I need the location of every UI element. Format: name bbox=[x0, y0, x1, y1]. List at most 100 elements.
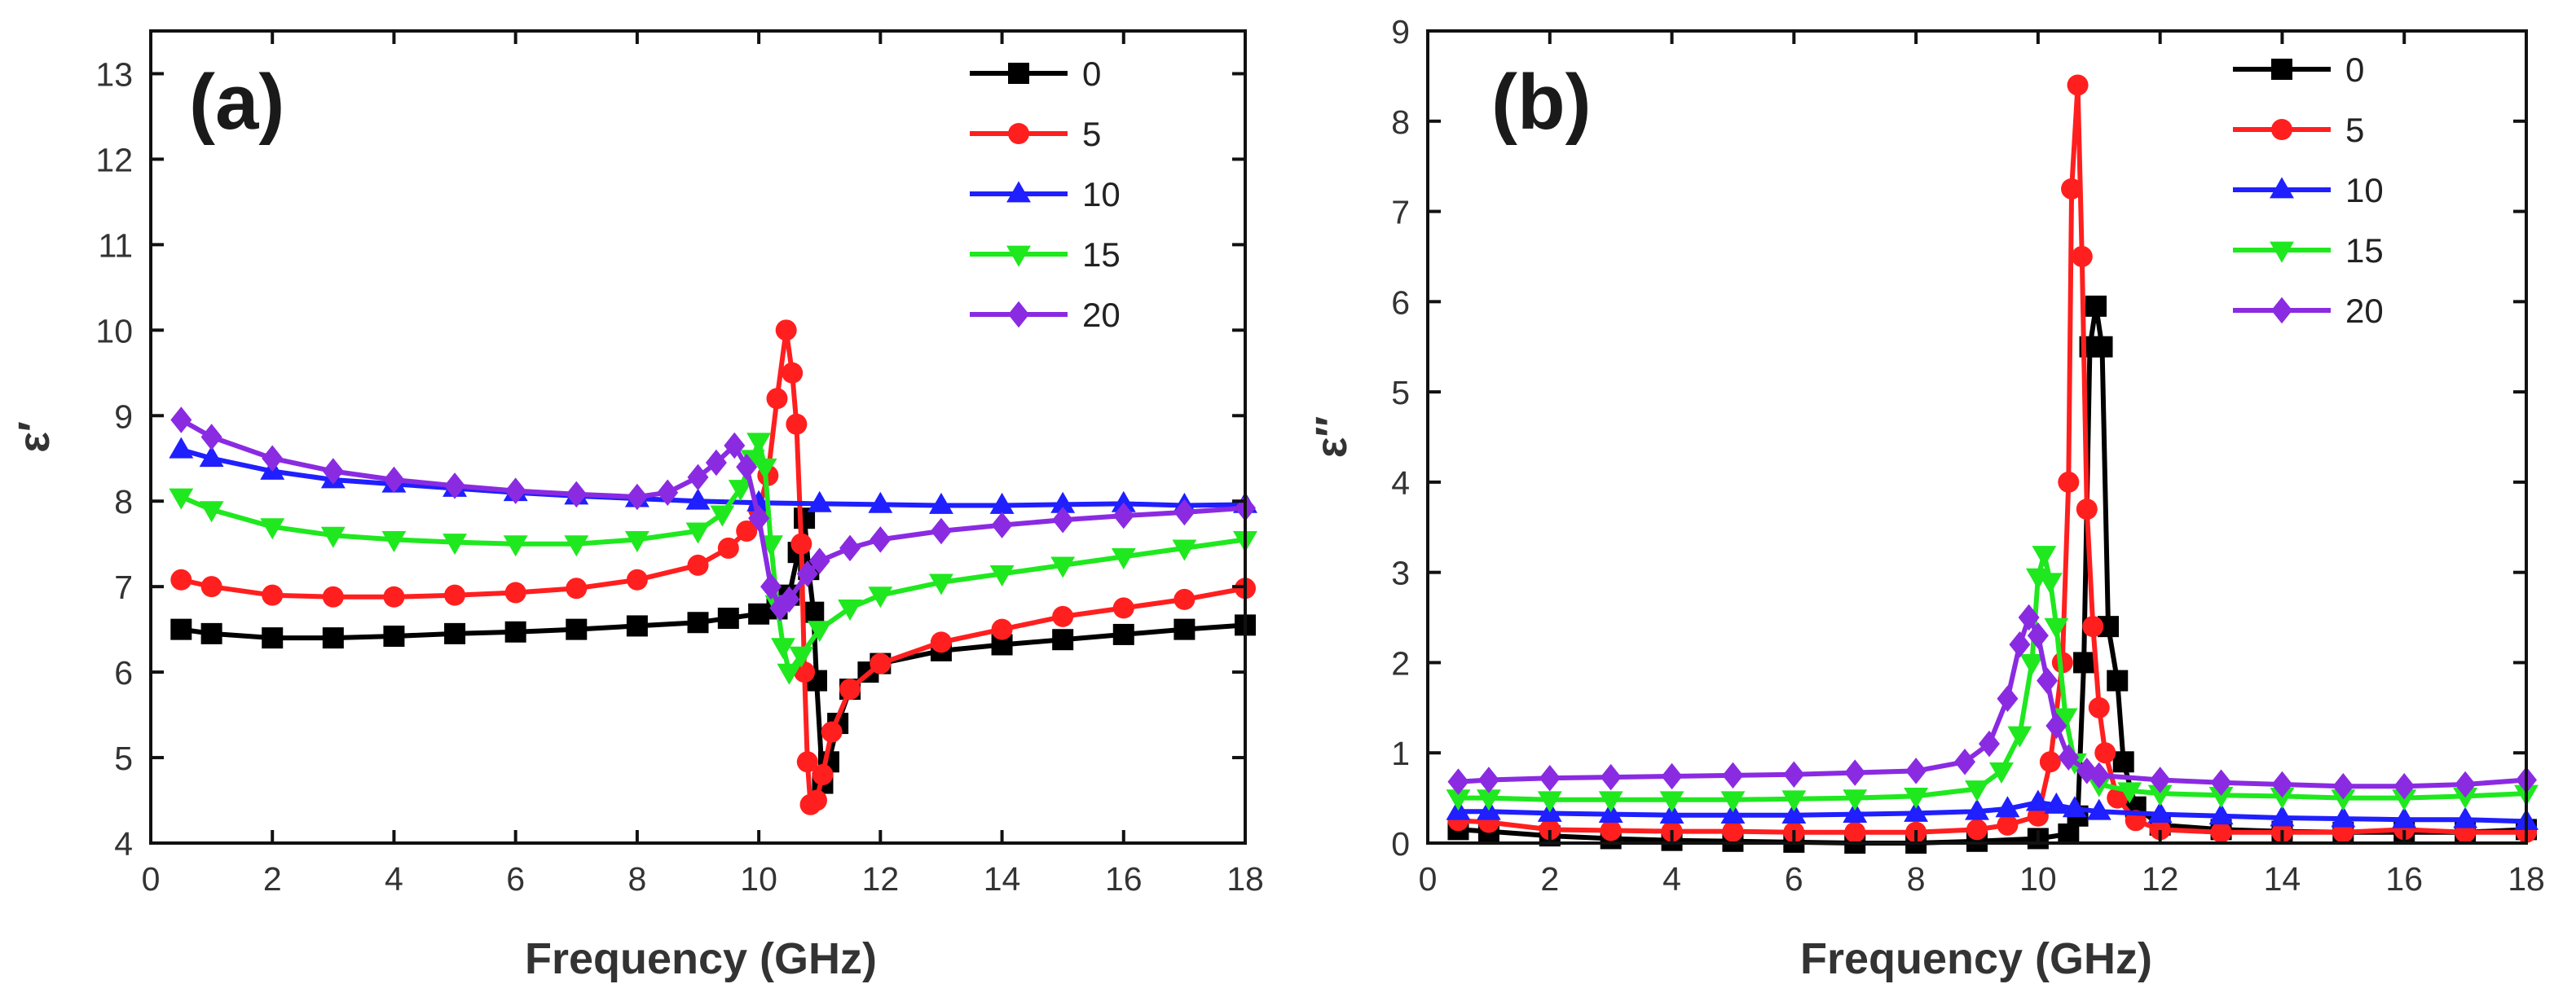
data-point-15-17 bbox=[2053, 708, 2078, 730]
data-point-15-6 bbox=[503, 535, 528, 557]
data-point-5-14 bbox=[766, 388, 788, 410]
data-point-10-16 bbox=[1111, 490, 1136, 512]
data-point-10-9 bbox=[685, 488, 711, 510]
data-point-20-22 bbox=[2271, 771, 2293, 798]
data-point-20-0 bbox=[170, 406, 192, 433]
data-point-5-7 bbox=[1844, 821, 1866, 843]
legend-marker-5 bbox=[2271, 119, 2292, 140]
data-point-0-10 bbox=[717, 607, 739, 629]
data-point-15-6 bbox=[1781, 790, 1807, 812]
x-tick-label: 8 bbox=[627, 860, 646, 898]
data-point-15-12 bbox=[2019, 654, 2045, 676]
series-20 bbox=[170, 406, 1256, 622]
data-point-15-21 bbox=[2147, 784, 2173, 806]
data-point-15-10 bbox=[710, 505, 735, 527]
legend-label: 20 bbox=[1082, 296, 1121, 334]
data-point-15-26 bbox=[1111, 548, 1136, 570]
data-point-15-26 bbox=[2453, 787, 2478, 809]
legend: 0 5 10 15 20 bbox=[970, 55, 1121, 334]
data-point-15-3 bbox=[320, 526, 346, 548]
x-tick-label: 16 bbox=[1105, 860, 1143, 898]
data-point-5-15 bbox=[2061, 178, 2083, 200]
series-line-20 bbox=[179, 417, 1246, 611]
data-point-20-2 bbox=[1539, 764, 1561, 792]
x-tick-label: 4 bbox=[385, 860, 403, 898]
legend-label: 0 bbox=[1082, 55, 1101, 93]
y-tick-label: 8 bbox=[1391, 103, 1410, 141]
legend: 0 5 10 15 20 bbox=[2233, 51, 2384, 330]
data-point-5-8 bbox=[626, 569, 648, 591]
y-tick-label: 10 bbox=[95, 312, 133, 349]
data-point-20-6 bbox=[504, 477, 526, 504]
x-tick-label: 0 bbox=[1419, 860, 1438, 898]
legend-label: 15 bbox=[2345, 231, 2384, 270]
data-point-10-18 bbox=[2331, 806, 2356, 828]
data-point-20-3 bbox=[1600, 763, 1622, 791]
data-point-10-10 bbox=[1995, 796, 2020, 818]
x-tick-label: 8 bbox=[1907, 860, 1926, 898]
x-tick-label: 4 bbox=[1662, 860, 1681, 898]
data-point-15-0 bbox=[1446, 789, 1471, 811]
data-point-10-4 bbox=[1659, 802, 1684, 824]
data-point-5-0 bbox=[170, 569, 192, 591]
data-point-5-19 bbox=[2082, 616, 2104, 638]
data-point-15-23 bbox=[928, 573, 953, 595]
data-point-10-9 bbox=[1965, 798, 1989, 820]
data-point-20-19 bbox=[808, 547, 830, 574]
data-point-20-15 bbox=[2037, 667, 2059, 694]
data-point-20-2 bbox=[262, 445, 284, 472]
y-tick-label: 9 bbox=[1391, 13, 1410, 51]
data-point-20-17 bbox=[778, 586, 800, 613]
legend-label: 5 bbox=[2345, 111, 2364, 149]
data-point-5-23 bbox=[812, 764, 834, 786]
data-point-15-7 bbox=[1843, 789, 1868, 811]
data-point-15-18 bbox=[777, 663, 802, 685]
data-point-0-11 bbox=[2058, 823, 2080, 845]
data-point-0-7 bbox=[566, 618, 588, 640]
data-point-20-12 bbox=[724, 432, 746, 459]
data-point-20-16 bbox=[2045, 712, 2067, 740]
data-point-0-15 bbox=[2085, 295, 2107, 317]
y-axis-title: ε′′ bbox=[1307, 416, 1356, 459]
data-point-10-20 bbox=[2453, 806, 2478, 828]
legend-marker-0 bbox=[1008, 63, 1029, 84]
data-point-20-5 bbox=[444, 472, 466, 499]
panel-label: (b) bbox=[1491, 59, 1592, 146]
data-point-5-11 bbox=[736, 520, 758, 542]
data-point-15-9 bbox=[685, 522, 711, 544]
data-point-0-18 bbox=[2107, 670, 2129, 692]
data-point-0-2 bbox=[262, 627, 284, 649]
data-point-5-15 bbox=[775, 319, 797, 341]
data-point-10-8 bbox=[1904, 800, 1929, 822]
data-point-20-13 bbox=[2018, 604, 2040, 631]
data-point-10-0 bbox=[169, 437, 194, 459]
data-point-5-20 bbox=[796, 751, 818, 773]
data-point-15-20 bbox=[807, 621, 832, 643]
data-point-10-15 bbox=[2147, 801, 2173, 823]
data-point-20-4 bbox=[1661, 762, 1683, 790]
data-point-20-22 bbox=[930, 517, 952, 545]
data-point-5-30 bbox=[1112, 597, 1134, 619]
data-point-15-22 bbox=[868, 586, 893, 608]
series-15 bbox=[1446, 546, 2539, 813]
data-point-5-3 bbox=[322, 586, 344, 608]
data-point-20-23 bbox=[2332, 772, 2354, 800]
data-point-15-23 bbox=[2270, 787, 2295, 809]
y-tick-label: 1 bbox=[1391, 735, 1410, 772]
data-point-15-2 bbox=[1537, 791, 1562, 813]
data-point-0-9 bbox=[687, 612, 709, 634]
data-point-10-12 bbox=[868, 491, 893, 513]
y-tick-label: 6 bbox=[1391, 283, 1410, 321]
data-point-20-19 bbox=[2088, 762, 2110, 789]
data-point-5-9 bbox=[687, 554, 709, 576]
y-tick-label: 0 bbox=[1391, 825, 1410, 863]
data-point-15-10 bbox=[1989, 762, 2014, 784]
data-point-0-16 bbox=[2091, 336, 2113, 358]
legend-label: 15 bbox=[1082, 235, 1121, 274]
data-point-20-25 bbox=[1112, 502, 1134, 529]
series-5 bbox=[1447, 74, 2537, 843]
data-point-5-6 bbox=[504, 582, 526, 604]
data-point-10-16 bbox=[2208, 803, 2234, 825]
data-point-15-17 bbox=[771, 638, 795, 660]
